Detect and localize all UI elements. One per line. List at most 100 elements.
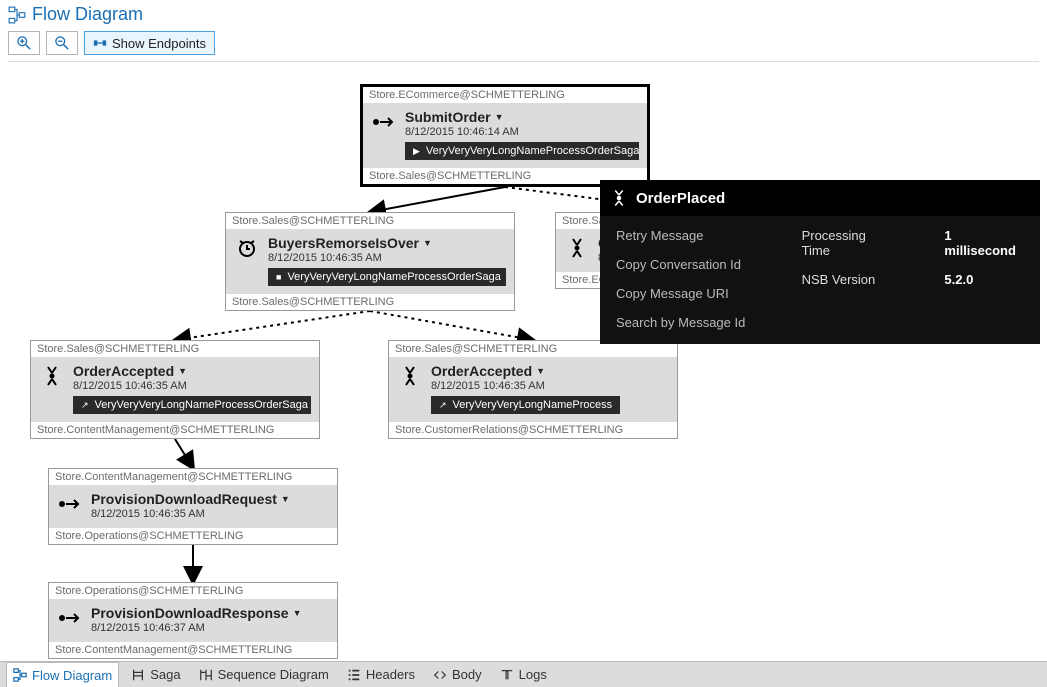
node-body: ProvisionDownloadResponse▼8/12/2015 10:4…: [49, 599, 337, 642]
tab-label: Flow Diagram: [32, 668, 112, 683]
node-from: Store.Sales@SCHMETTERLING: [31, 341, 319, 357]
context-action[interactable]: Copy Conversation Id: [616, 257, 780, 272]
seq-icon: [199, 668, 213, 682]
tab-label: Saga: [150, 667, 180, 682]
caret-icon: ▼: [495, 112, 504, 122]
publish-icon: [564, 235, 590, 261]
context-action[interactable]: Copy Message URI: [616, 286, 780, 301]
node-to: Store.Operations@SCHMETTERLING: [49, 528, 337, 544]
caret-icon: ▼: [293, 608, 302, 618]
context-panel: OrderPlaced Retry Message Copy Conversatio…: [600, 180, 1040, 344]
node-to: Store.Sales@SCHMETTERLING: [226, 294, 514, 310]
book-icon: [500, 668, 514, 682]
zoom-out-button[interactable]: [46, 31, 78, 55]
show-endpoints-label: Show Endpoints: [112, 36, 206, 51]
alarm-icon: [234, 235, 260, 261]
header-divider: [8, 61, 1039, 62]
node-body: OrderAccepted▼8/12/2015 10:46:35 AM ↗Very…: [389, 357, 677, 422]
caret-icon: ▼: [536, 366, 545, 376]
detail-key: NSB Version: [802, 272, 895, 287]
dot-arrow-icon: [371, 109, 397, 135]
saga-badge[interactable]: ■VeryVeryVeryLongNameProcessOrderSaga: [268, 268, 506, 286]
node-dlres[interactable]: Store.Operations@SCHMETTERLINGProvisionD…: [48, 582, 338, 659]
diagram-canvas[interactable]: Store.ECommerce@SCHMETTERLINGSubmitOrder…: [0, 72, 1047, 652]
page-title: Flow Diagram: [32, 4, 143, 25]
show-endpoints-button[interactable]: Show Endpoints: [84, 31, 215, 55]
node-body: BuyersRemorseIsOver▼8/12/2015 10:46:35 A…: [226, 229, 514, 294]
tab-flow-diagram[interactable]: Flow Diagram: [6, 662, 119, 687]
node-to: Store.ContentManagement@SCHMETTERLING: [31, 422, 319, 438]
flow-icon: [8, 6, 26, 24]
bottom-tabs: Flow Diagram Saga Sequence Diagram Headers B…: [0, 661, 1047, 687]
saga-badge[interactable]: ↗VeryVeryVeryLongNameProcessOrderSaga: [73, 396, 311, 414]
node-title[interactable]: OrderAccepted▼: [431, 363, 669, 379]
saga-icon: [131, 668, 145, 682]
tab-headers[interactable]: Headers: [341, 662, 421, 687]
saga-badge[interactable]: ▶VeryVeryVeryLongNameProcessOrderSaga: [405, 142, 639, 160]
node-buyers[interactable]: Store.Sales@SCHMETTERLINGBuyersRemorseIs…: [225, 212, 515, 311]
saga-out-icon: ↗: [439, 400, 447, 411]
node-to: Store.ContentManagement@SCHMETTERLING: [49, 642, 337, 658]
zoom-in-button[interactable]: [8, 31, 40, 55]
publish-icon: [397, 363, 423, 389]
list-icon: [347, 668, 361, 682]
publish-icon: [39, 363, 65, 389]
node-timestamp: 8/12/2015 10:46:35 AM: [431, 380, 669, 392]
context-panel-header: OrderPlaced: [600, 180, 1040, 216]
node-from: Store.Operations@SCHMETTERLING: [49, 583, 337, 599]
caret-icon: ▼: [423, 238, 432, 248]
saga-play-icon: ▶: [413, 146, 420, 157]
node-timestamp: 8/12/2015 10:46:35 AM: [73, 380, 311, 392]
node-dlreq[interactable]: Store.ContentManagement@SCHMETTERLINGPro…: [48, 468, 338, 545]
node-timestamp: 8/12/2015 10:46:37 AM: [91, 622, 329, 634]
node-acc2[interactable]: Store.Sales@SCHMETTERLINGOrderAccepted▼8…: [388, 340, 678, 439]
flow-icon: [13, 668, 27, 682]
dot-arrow-icon: [57, 491, 83, 517]
node-submit[interactable]: Store.ECommerce@SCHMETTERLINGSubmitOrder…: [360, 84, 650, 187]
context-action[interactable]: Search by Message Id: [616, 315, 780, 330]
tab-label: Body: [452, 667, 482, 682]
node-body: OrderAccepted▼8/12/2015 10:46:35 AM ↗Very…: [31, 357, 319, 422]
context-panel-title: OrderPlaced: [636, 190, 725, 207]
saga-square-icon: ■: [276, 272, 281, 282]
tab-label: Sequence Diagram: [218, 667, 329, 682]
node-title[interactable]: OrderAccepted▼: [73, 363, 311, 379]
code-icon: [433, 668, 447, 682]
tab-body[interactable]: Body: [427, 662, 488, 687]
saga-badge[interactable]: ↗VeryVeryVeryLongNameProcess: [431, 396, 620, 414]
page-title-row: Flow Diagram: [8, 4, 1039, 25]
tab-logs[interactable]: Logs: [494, 662, 553, 687]
node-body: ProvisionDownloadRequest▼8/12/2015 10:46…: [49, 485, 337, 528]
node-timestamp: 8/12/2015 10:46:35 AM: [268, 252, 506, 264]
publish-icon: [610, 189, 628, 207]
node-title[interactable]: BuyersRemorseIsOver▼: [268, 235, 506, 251]
node-timestamp: 8/12/2015 10:46:35 AM: [91, 508, 329, 520]
detail-key: Processing Time: [802, 228, 895, 258]
dot-arrow-icon: [57, 605, 83, 631]
saga-out-icon: ↗: [81, 400, 89, 411]
detail-value: 5.2.0: [944, 272, 1024, 287]
caret-icon: ▼: [281, 494, 290, 504]
tab-label: Headers: [366, 667, 415, 682]
zoom-out-icon: [55, 36, 69, 50]
tab-sequence-diagram[interactable]: Sequence Diagram: [193, 662, 335, 687]
node-from: Store.Sales@SCHMETTERLING: [226, 213, 514, 229]
tab-label: Logs: [519, 667, 547, 682]
tab-saga[interactable]: Saga: [125, 662, 186, 687]
node-from: Store.ContentManagement@SCHMETTERLING: [49, 469, 337, 485]
header: Flow Diagram Show Endpoints: [0, 0, 1047, 62]
node-to: Store.CustomerRelations@SCHMETTERLING: [389, 422, 677, 438]
node-from: Store.ECommerce@SCHMETTERLING: [363, 87, 647, 103]
context-action[interactable]: Retry Message: [616, 228, 780, 243]
detail-value: 1 millisecond: [944, 228, 1024, 258]
caret-icon: ▼: [178, 366, 187, 376]
zoom-in-icon: [17, 36, 31, 50]
node-timestamp: 8/12/2015 10:46:14 AM: [405, 126, 639, 138]
node-title[interactable]: ProvisionDownloadResponse▼: [91, 605, 329, 621]
endpoints-icon: [93, 36, 107, 50]
node-body: SubmitOrder▼8/12/2015 10:46:14 AM ▶VeryVe…: [363, 103, 647, 168]
node-acc1[interactable]: Store.Sales@SCHMETTERLINGOrderAccepted▼8…: [30, 340, 320, 439]
node-title[interactable]: SubmitOrder▼: [405, 109, 639, 125]
node-title[interactable]: ProvisionDownloadRequest▼: [91, 491, 329, 507]
toolbar: Show Endpoints: [8, 31, 1039, 55]
